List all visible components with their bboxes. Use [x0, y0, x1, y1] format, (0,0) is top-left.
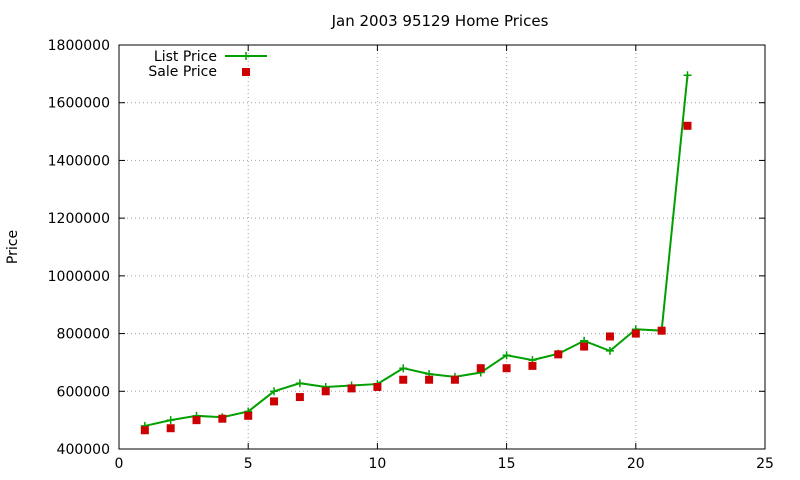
sale-price-point	[373, 382, 382, 391]
sale-price-point	[528, 361, 537, 370]
sale-price-point	[450, 375, 459, 384]
list-price-point	[295, 379, 304, 388]
y-tick-label: 1800000	[48, 38, 110, 54]
x-tick-label: 10	[368, 456, 386, 472]
chart-title: Jan 2003 95129 Home Prices	[331, 12, 549, 30]
legend-swatch-sale-price	[242, 68, 250, 76]
y-tick-label: 600000	[57, 384, 110, 400]
x-tick-label: 15	[498, 456, 516, 472]
sale-price-point	[140, 426, 149, 435]
sale-price-point	[399, 375, 408, 384]
sale-price-point	[347, 384, 356, 393]
sale-price-point	[580, 342, 589, 351]
y-tick-label: 400000	[57, 442, 110, 458]
sale-price-point	[192, 416, 201, 425]
sale-price-point	[166, 424, 175, 433]
series-layer	[140, 71, 692, 435]
sale-price-point	[425, 375, 434, 384]
list-price-point	[399, 364, 408, 373]
legend-label-sale-price: Sale Price	[148, 64, 217, 80]
list-price-point	[605, 346, 614, 355]
sale-price-point	[657, 326, 666, 335]
legend-label-list-price: List Price	[154, 49, 217, 65]
x-tick-label: 5	[244, 456, 253, 472]
y-tick-label: 800000	[57, 327, 110, 343]
sale-price-point	[502, 364, 511, 373]
y-tick-label: 1600000	[48, 96, 110, 112]
list-price-point	[166, 416, 175, 425]
sale-price-point	[476, 364, 485, 373]
x-tick-label: 25	[756, 456, 774, 472]
legend-swatch-list-price-marker	[242, 52, 250, 60]
sale-price-point	[321, 387, 330, 396]
sale-price-point	[631, 329, 640, 338]
sale-price-point	[270, 397, 279, 406]
sale-price-point	[295, 393, 304, 402]
y-tick-label: 1400000	[48, 153, 110, 169]
grid	[119, 45, 765, 449]
list-price-point	[683, 71, 692, 80]
x-tick-label: 20	[627, 456, 645, 472]
sale-price-point	[554, 350, 563, 359]
y-tick-label: 1000000	[48, 269, 110, 285]
y-tick-label: 1200000	[48, 211, 110, 227]
x-tick-label: 0	[115, 456, 124, 472]
sale-price-point	[605, 332, 614, 341]
list-price-point	[502, 351, 511, 360]
y-axis-label: Price	[5, 230, 21, 264]
sale-price-point	[683, 121, 692, 130]
plot-frame	[118, 44, 766, 450]
list-price-point	[270, 387, 279, 396]
sale-price-point	[244, 411, 253, 420]
axis-ticks: 0 5 10 15 20 25 400000 600000 800000 1000000 12000…	[48, 38, 774, 472]
sale-price-point	[218, 414, 227, 423]
list-price-line	[144, 75, 689, 427]
